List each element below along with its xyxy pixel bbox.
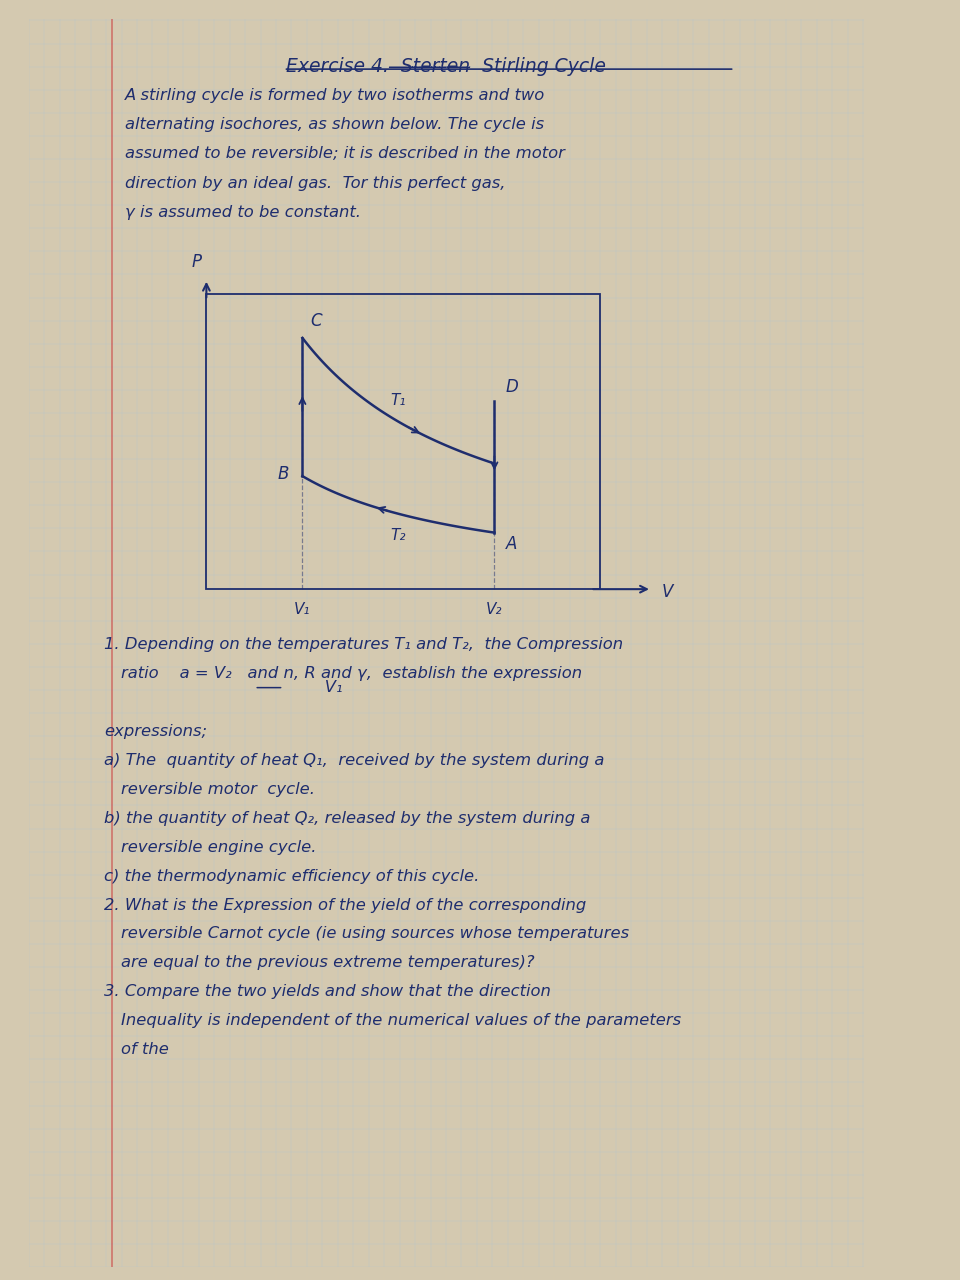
Text: ratio    a = V₂   and n, R and γ,  establish the expression: ratio a = V₂ and n, R and γ, establish t… xyxy=(121,666,582,681)
Text: C: C xyxy=(310,312,322,330)
Text: V₂: V₂ xyxy=(486,602,503,617)
Text: 1. Depending on the temperatures T₁ and T₂,  the Compression: 1. Depending on the temperatures T₁ and … xyxy=(104,637,623,652)
Text: a) The  quantity of heat Q₁,  received by the system during a: a) The quantity of heat Q₁, received by … xyxy=(104,753,605,768)
Text: reversible motor  cycle.: reversible motor cycle. xyxy=(121,782,315,796)
Text: Inequality is independent of the numerical values of the parameters: Inequality is independent of the numeric… xyxy=(121,1014,681,1028)
Text: P: P xyxy=(192,253,202,271)
Text: T₁: T₁ xyxy=(391,393,406,407)
Text: γ is assumed to be constant.: γ is assumed to be constant. xyxy=(125,205,361,220)
Text: A: A xyxy=(506,535,517,553)
Text: A stirling cycle is formed by two isotherms and two: A stirling cycle is formed by two isothe… xyxy=(125,88,545,102)
Text: expressions;: expressions; xyxy=(104,723,207,739)
Text: 3. Compare the two yields and show that the direction: 3. Compare the two yields and show that … xyxy=(104,984,551,1000)
Text: assumed to be reversible; it is described in the motor: assumed to be reversible; it is describe… xyxy=(125,146,564,161)
Text: reversible Carnot cycle (ie using sources whose temperatures: reversible Carnot cycle (ie using source… xyxy=(121,927,629,942)
Text: V₁: V₁ xyxy=(294,602,311,617)
Text: Exercise 4.  ̶S̶t̶e̶r̶t̶e̶n̶  Stirling Cycle: Exercise 4. ̶S̶t̶e̶r̶t̶e̶n̶ Stirling Cyc… xyxy=(286,56,607,76)
Text: V₁: V₁ xyxy=(246,681,343,695)
Text: 2. What is the Expression of the yield of the corresponding: 2. What is the Expression of the yield o… xyxy=(104,897,587,913)
Text: T₂: T₂ xyxy=(391,529,406,544)
Text: alternating isochores, as shown below. The cycle is: alternating isochores, as shown below. T… xyxy=(125,118,544,132)
Text: D: D xyxy=(506,378,518,396)
Text: c) the thermodynamic efficiency of this cycle.: c) the thermodynamic efficiency of this … xyxy=(104,869,479,883)
Text: reversible engine cycle.: reversible engine cycle. xyxy=(121,840,316,855)
Text: of the: of the xyxy=(121,1042,169,1057)
Text: b) the quantity of heat Q₂, released by the system during a: b) the quantity of heat Q₂, released by … xyxy=(104,810,590,826)
Text: B: B xyxy=(277,465,289,483)
Text: are equal to the previous extreme temperatures)?: are equal to the previous extreme temper… xyxy=(121,955,535,970)
Text: V: V xyxy=(661,582,673,600)
Text: direction by an ideal gas.  Tor this perfect gas,: direction by an ideal gas. Tor this perf… xyxy=(125,175,505,191)
